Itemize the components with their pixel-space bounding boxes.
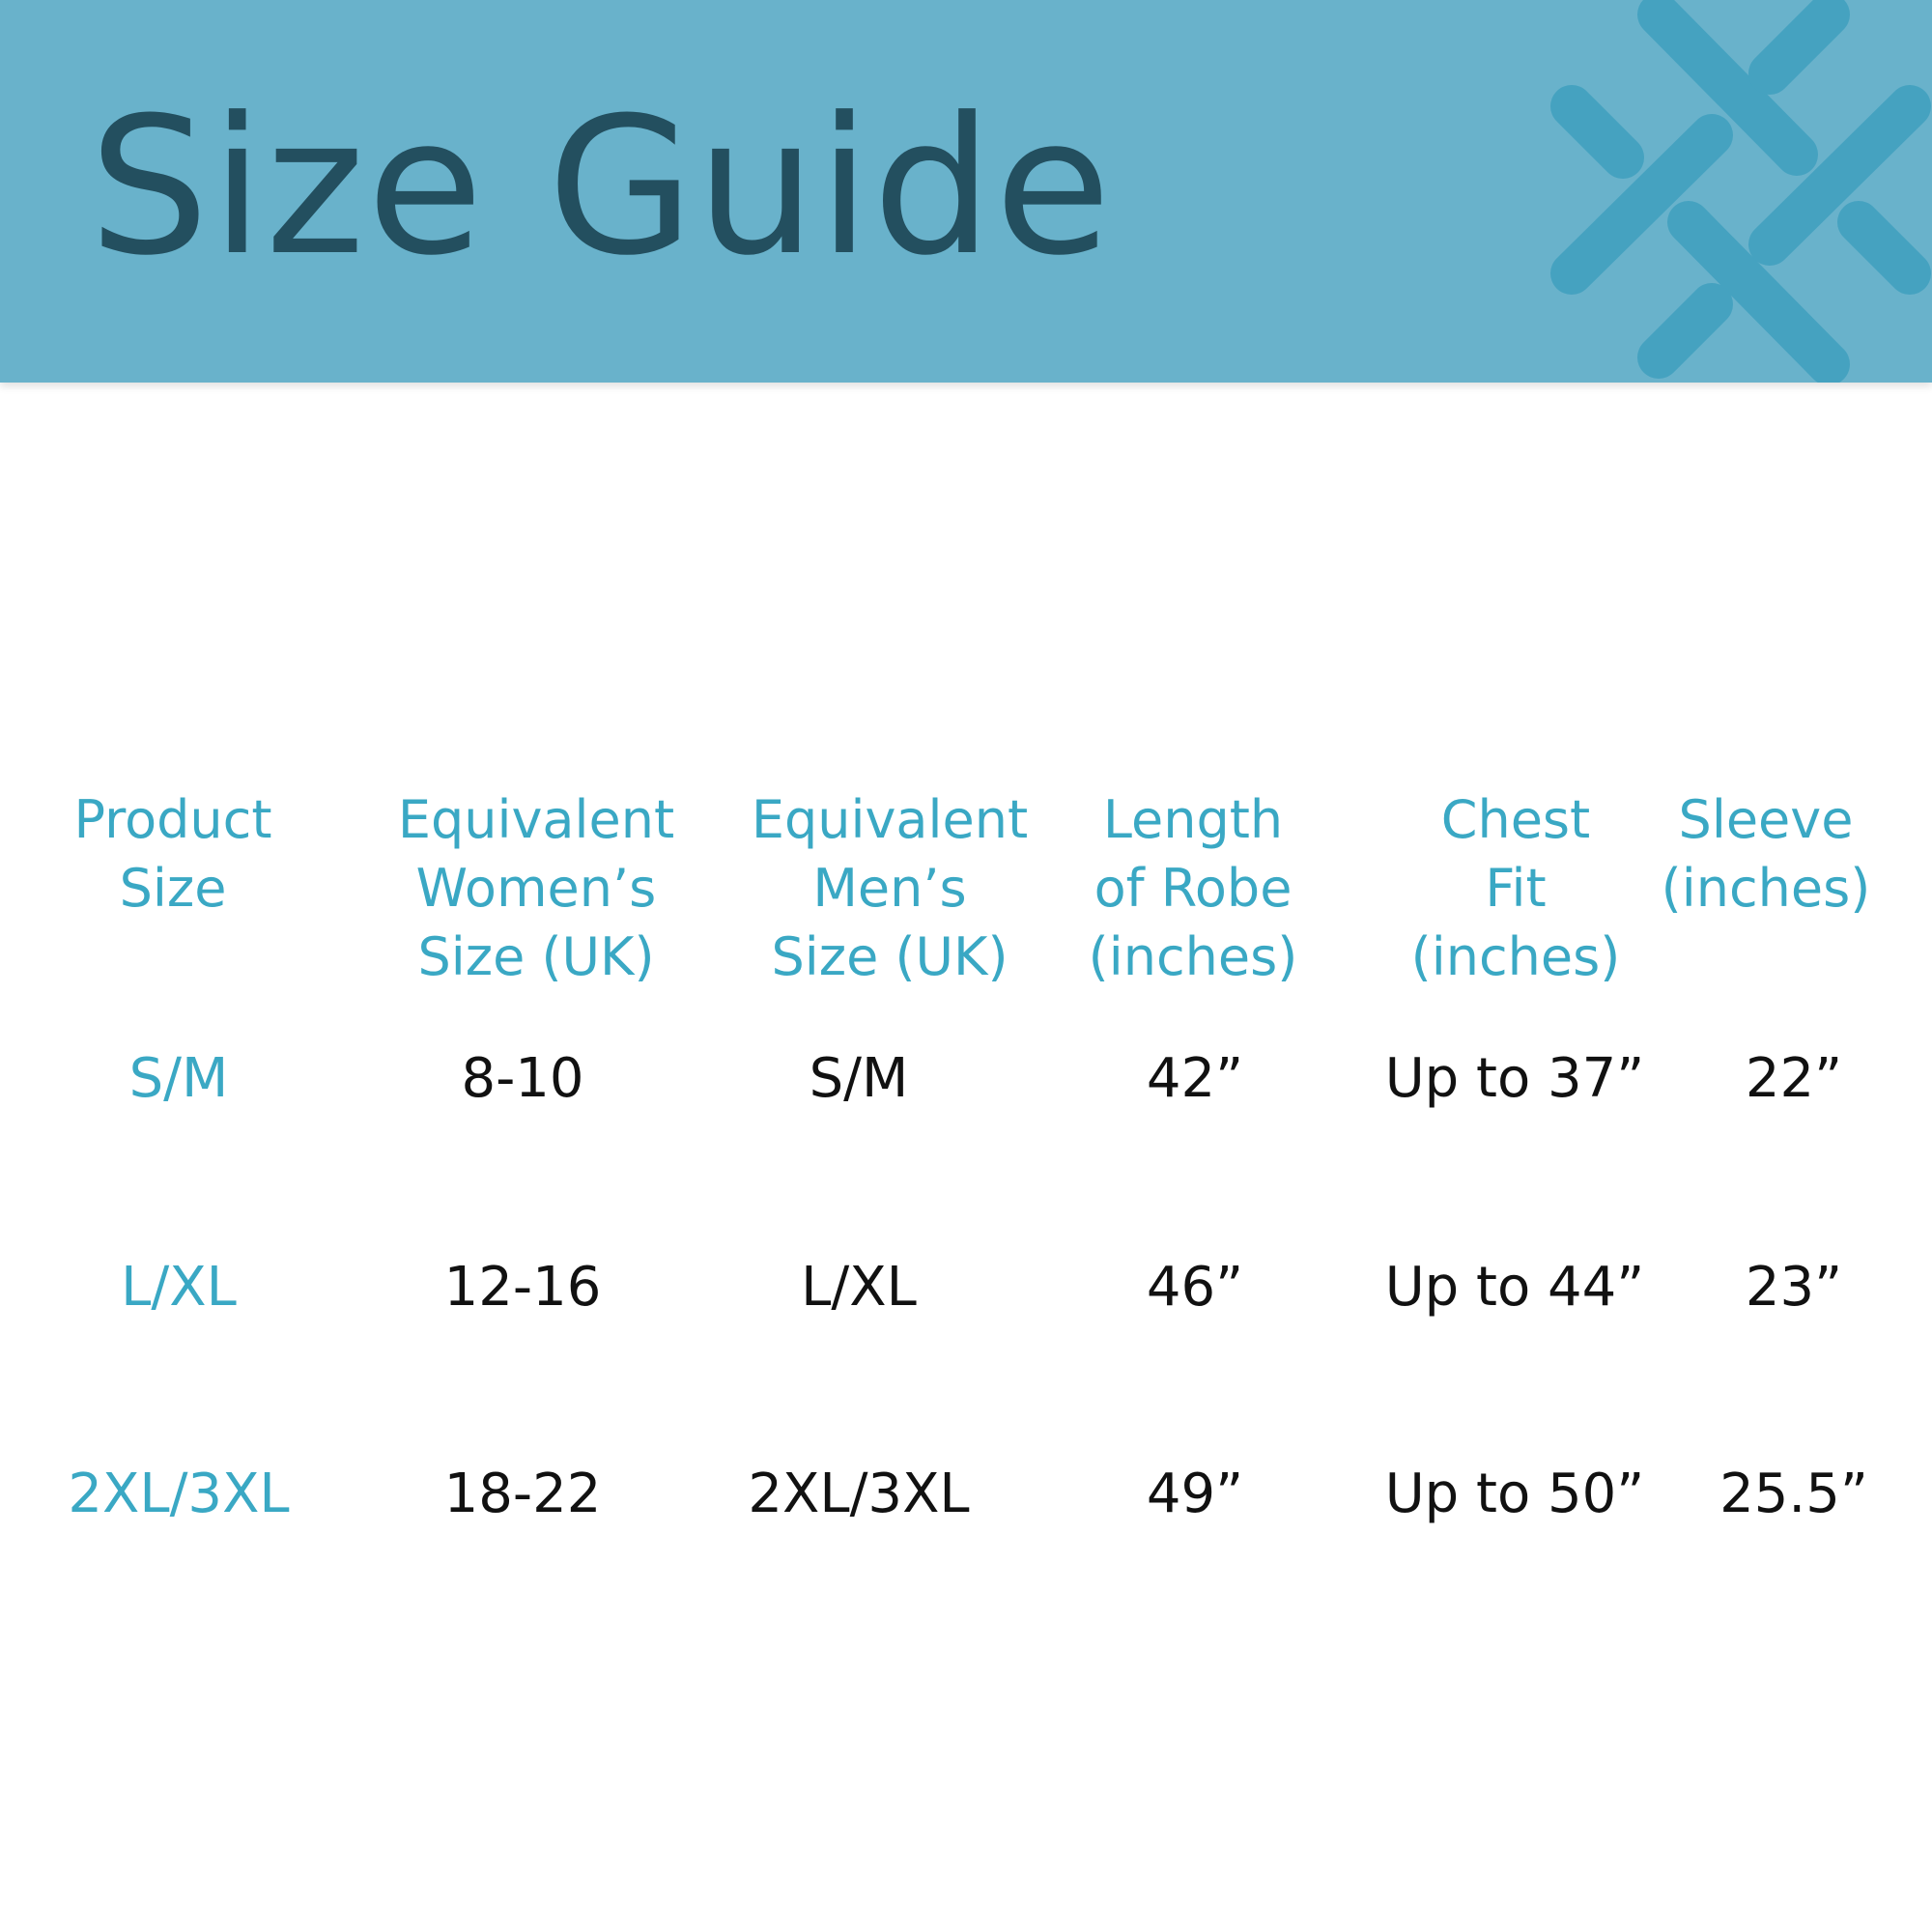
logo-strand (1550, 114, 1733, 295)
header-banner: Size Guide (0, 0, 1932, 383)
header-line: Equivalent (397, 789, 675, 850)
woven-cross-icon (1550, 0, 1931, 383)
header-line: Women’s (415, 858, 657, 919)
cell-mens-size: S/M (809, 1047, 909, 1110)
logo-strand (1837, 201, 1931, 295)
logo-strand (1637, 0, 1818, 176)
header-line: Product (73, 789, 272, 850)
cell-robe-length: 42” (1146, 1047, 1244, 1110)
cell-chest-fit: Up to 44” (1384, 1256, 1645, 1319)
header-line: Fit (1485, 858, 1547, 919)
header-line: Length (1102, 789, 1284, 850)
header-line: Size (UK) (771, 926, 1009, 987)
header-line: (inches) (1410, 926, 1621, 987)
cell-sleeve: 22” (1745, 1047, 1843, 1110)
cell-mens-size: L/XL (801, 1256, 917, 1319)
header-line: Chest (1440, 789, 1591, 850)
cell-sleeve: 25.5” (1719, 1463, 1868, 1525)
header-line: Equivalent (751, 789, 1029, 850)
column-header-length: Length of Robe (inches) (1089, 785, 1298, 991)
header-line: Sleeve (1678, 789, 1854, 850)
cell-womens-size: 8-10 (461, 1047, 584, 1110)
column-header-mens-size: Equivalent Men’s Size (UK) (752, 785, 1028, 991)
cell-womens-size: 12-16 (443, 1256, 602, 1319)
column-header-sleeve: Sleeve (inches) (1662, 785, 1871, 923)
cell-product-size: L/XL (121, 1256, 237, 1319)
logo-strand (1748, 85, 1931, 266)
page-title: Size Guide (89, 77, 1114, 298)
header-line: (inches) (1088, 926, 1298, 987)
header-line: (inches) (1661, 858, 1871, 919)
cell-robe-length: 46” (1146, 1256, 1244, 1319)
column-header-product-size: Product Size (73, 785, 271, 923)
column-header-womens-size: Equivalent Women’s Size (UK) (398, 785, 674, 991)
cell-product-size: 2XL/3XL (68, 1463, 290, 1525)
header-line: of Robe (1094, 858, 1293, 919)
logo-strand (1550, 85, 1644, 179)
cell-product-size: S/M (128, 1047, 229, 1110)
logo-strand (1667, 201, 1850, 383)
column-header-chest-fit: Chest Fit (inches) (1411, 785, 1621, 991)
logo-strand (1748, 0, 1850, 95)
cell-mens-size: 2XL/3XL (748, 1463, 970, 1525)
header-line: Men’s (812, 858, 967, 919)
header-line: Size (119, 858, 227, 919)
logo-strand (1637, 283, 1733, 379)
cell-sleeve: 23” (1745, 1256, 1843, 1319)
cell-chest-fit: Up to 50” (1384, 1463, 1645, 1525)
cell-womens-size: 18-22 (443, 1463, 602, 1525)
header-line: Size (UK) (417, 926, 655, 987)
cell-chest-fit: Up to 37” (1384, 1047, 1645, 1110)
cell-robe-length: 49” (1146, 1463, 1244, 1525)
